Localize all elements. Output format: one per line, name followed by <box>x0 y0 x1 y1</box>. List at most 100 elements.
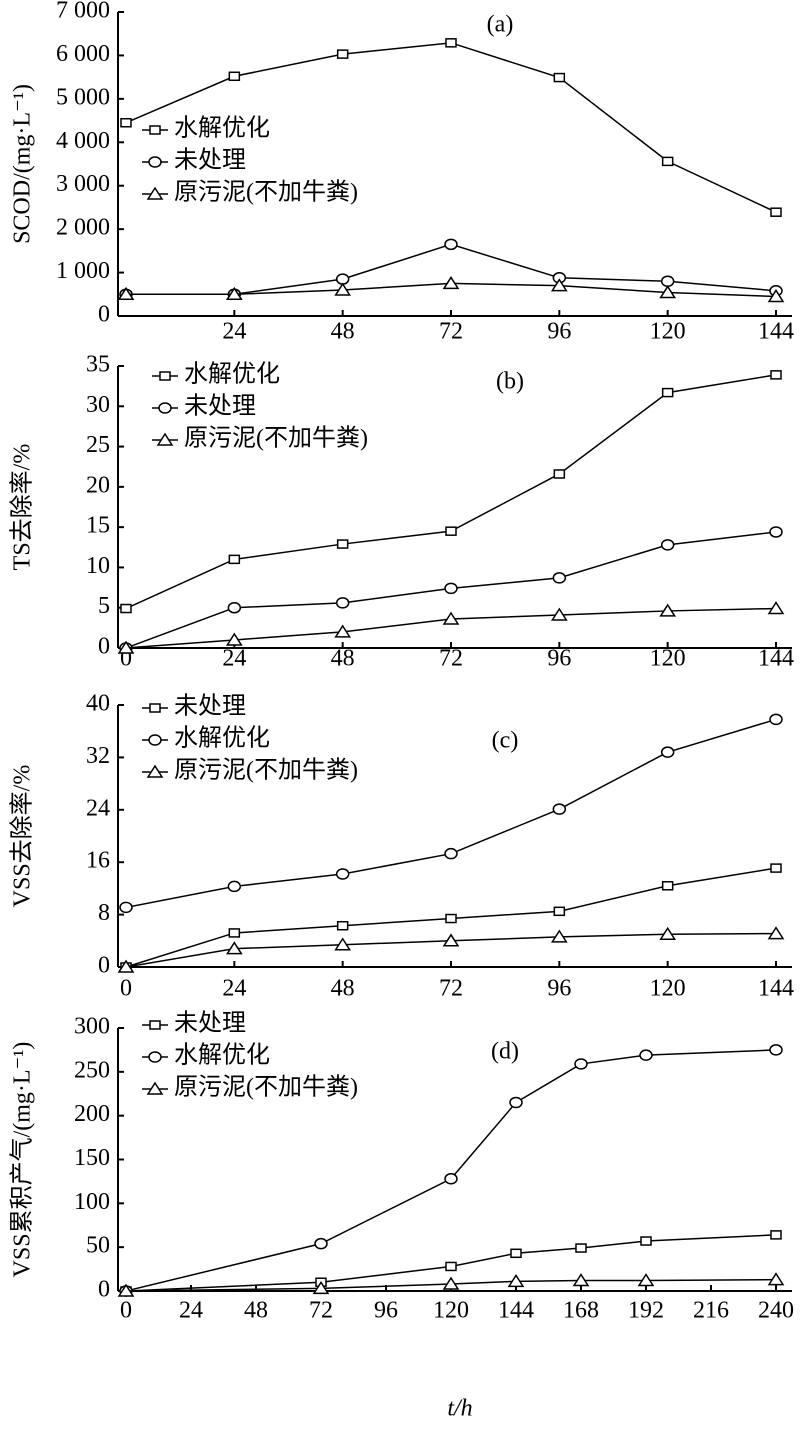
legend-label: 原污泥(不加牛粪) <box>174 757 358 784</box>
marker <box>442 1276 460 1290</box>
marker <box>550 607 568 621</box>
legend-marker <box>146 764 164 778</box>
x-tick-label: 168 <box>563 1298 599 1324</box>
y-tick-label: 4 000 <box>56 128 110 154</box>
annotation: (c) <box>492 728 519 754</box>
x-tick-label: 240 <box>758 1298 794 1324</box>
y-axis-label: VSS累积产气/(mg·L⁻¹) <box>9 1042 36 1278</box>
legend-marker <box>146 1081 164 1095</box>
x-tick-label: 96 <box>547 319 571 345</box>
marker <box>227 601 242 614</box>
x-tick-label: 72 <box>439 319 463 345</box>
y-tick-label: 100 <box>74 1189 110 1215</box>
legend-marker <box>159 371 171 381</box>
marker <box>661 156 674 167</box>
marker <box>444 1173 458 1185</box>
marker <box>225 941 243 955</box>
marker <box>640 1236 652 1246</box>
y-axis-label: TS去除率/% <box>9 444 36 571</box>
y-tick-label: 150 <box>74 1145 110 1171</box>
marker <box>639 1049 653 1061</box>
marker <box>553 72 566 83</box>
x-axis-label: t/h <box>447 1396 472 1422</box>
marker <box>335 597 350 609</box>
y-tick-label: 50 <box>86 1233 110 1259</box>
marker <box>770 863 782 873</box>
marker <box>553 906 566 917</box>
legend-label: 水解优化 <box>174 115 270 142</box>
x-tick-label: 0 <box>120 1298 132 1324</box>
legend-label: 水解优化 <box>174 1042 270 1069</box>
marker <box>336 920 349 931</box>
marker <box>445 526 457 536</box>
y-tick-label: 6 000 <box>56 41 110 67</box>
marker <box>228 928 241 938</box>
marker <box>336 539 349 549</box>
marker <box>442 933 460 947</box>
marker <box>659 926 677 940</box>
marker <box>507 1273 525 1288</box>
x-tick-label: 192 <box>628 1298 664 1324</box>
x-tick-label: 96 <box>547 646 571 672</box>
marker <box>117 959 135 973</box>
y-tick-label: 32 <box>86 743 110 769</box>
marker <box>335 868 350 880</box>
marker <box>552 803 567 815</box>
y-tick-label: 40 <box>86 691 110 717</box>
y-tick-label: 8 <box>98 900 110 926</box>
y-axis-label: VSS去除率/% <box>9 765 36 908</box>
marker <box>119 901 133 914</box>
x-tick-label: 96 <box>374 1298 398 1324</box>
legend-marker <box>149 125 161 135</box>
y-tick-label: 1 000 <box>56 258 110 284</box>
x-tick-label: 72 <box>439 646 463 672</box>
legend-marker <box>158 402 172 414</box>
x-tick-label: 48 <box>244 1298 268 1324</box>
legend-label: 水解优化 <box>184 361 280 388</box>
x-tick-label: 216 <box>693 1298 729 1324</box>
x-tick-label: 120 <box>650 319 686 345</box>
y-axis-label: SCOD/(mg·L⁻¹) <box>10 84 36 244</box>
legend-label: 原污泥(不加牛粪) <box>174 1074 358 1101</box>
marker <box>120 117 132 128</box>
y-tick-label: 200 <box>74 1101 110 1127</box>
marker <box>769 526 783 538</box>
x-tick-label: 144 <box>758 646 794 672</box>
marker <box>770 207 782 217</box>
legend-label: 未处理 <box>174 693 246 720</box>
marker <box>769 713 783 726</box>
marker <box>552 572 567 584</box>
x-tick-label: 144 <box>758 976 794 1002</box>
legend-marker <box>148 1051 162 1063</box>
annotation: (d) <box>491 1039 519 1065</box>
marker <box>445 1261 457 1272</box>
x-tick-label: 48 <box>331 646 355 672</box>
legend-label: 未处理 <box>174 147 246 174</box>
marker <box>767 926 785 940</box>
marker <box>444 582 458 595</box>
y-tick-label: 16 <box>86 848 110 874</box>
y-tick-label: 10 <box>86 553 110 579</box>
y-tick-label: 25 <box>86 432 110 458</box>
marker <box>550 278 568 292</box>
legend-label: 未处理 <box>174 1010 246 1037</box>
legend-label: 原污泥(不加牛粪) <box>174 179 358 206</box>
marker <box>227 880 242 893</box>
y-tick-label: 20 <box>86 472 110 498</box>
y-tick-label: 5 000 <box>56 84 110 110</box>
marker <box>574 1058 588 1070</box>
x-tick-label: 120 <box>650 976 686 1002</box>
x-tick-label: 24 <box>222 646 246 672</box>
y-tick-label: 0 <box>98 302 110 328</box>
marker <box>442 276 460 290</box>
y-tick-label: 15 <box>86 513 110 539</box>
x-tick-label: 144 <box>758 319 794 345</box>
marker <box>334 282 352 296</box>
marker <box>659 603 677 617</box>
marker <box>228 71 241 82</box>
marker <box>660 539 675 551</box>
annotation: (b) <box>496 369 524 395</box>
legend-marker <box>148 156 162 168</box>
marker <box>659 285 677 299</box>
marker <box>117 640 135 654</box>
